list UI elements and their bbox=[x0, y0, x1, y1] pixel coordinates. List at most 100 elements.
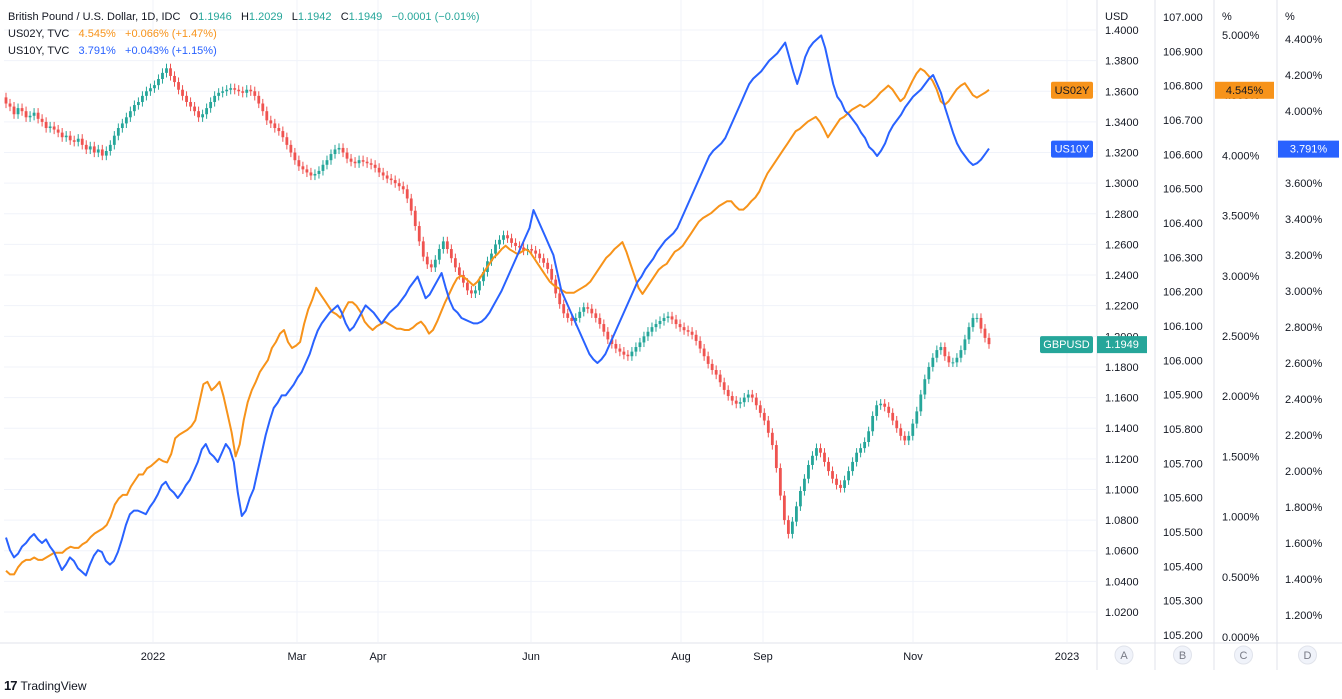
candle-body bbox=[678, 324, 682, 328]
chart-legend: British Pound / U.S. Dollar, 1D, IDC O1.… bbox=[8, 9, 480, 60]
last-value-text: 1.1949 bbox=[1105, 339, 1139, 351]
axis-D-tick-label: 1.600% bbox=[1285, 538, 1323, 550]
axis-B-tick-label: 106.300 bbox=[1163, 252, 1203, 264]
candle-body bbox=[899, 428, 903, 436]
legend-us10y[interactable]: US10Y, TVC 3.791% +0.043% (+1.15%) bbox=[8, 43, 480, 60]
candle-body bbox=[241, 91, 245, 93]
candle-body bbox=[12, 106, 16, 115]
candle-body bbox=[197, 111, 200, 118]
candle-body bbox=[762, 412, 766, 421]
series-label-badge bbox=[1040, 336, 1093, 354]
candle-body bbox=[594, 313, 598, 318]
candle-body bbox=[449, 249, 453, 259]
candle-body bbox=[413, 210, 417, 227]
candle-body bbox=[774, 445, 778, 469]
candle-body bbox=[482, 271, 485, 282]
axis-D-unit: % bbox=[1285, 11, 1295, 23]
candle-body bbox=[189, 101, 192, 107]
candle-body bbox=[490, 253, 493, 262]
axis-B-tick-label: 106.900 bbox=[1163, 46, 1203, 58]
axis-B-tick-label: 105.600 bbox=[1163, 493, 1203, 505]
candle-body bbox=[590, 308, 594, 314]
tradingview-logo[interactable]: 17 TradingView bbox=[4, 678, 87, 693]
candle-body bbox=[177, 82, 180, 90]
axis-D-tick-label: 1.800% bbox=[1285, 502, 1323, 514]
candle-body bbox=[598, 317, 602, 325]
candle-body bbox=[237, 89, 241, 92]
candle-body bbox=[654, 324, 658, 328]
candle-body bbox=[562, 304, 566, 314]
candle-body bbox=[181, 89, 184, 96]
candle-body bbox=[650, 327, 654, 332]
candle-body bbox=[887, 406, 891, 413]
candle-body bbox=[153, 85, 156, 89]
axis-B-tick-label: 105.900 bbox=[1163, 390, 1203, 402]
axis-A-tick-label: 1.4000 bbox=[1105, 25, 1139, 37]
axis-B-tick-label: 106.500 bbox=[1163, 184, 1203, 196]
candle-body bbox=[867, 431, 871, 442]
candle-body bbox=[766, 420, 770, 433]
candle-body bbox=[738, 402, 742, 404]
candle-body bbox=[634, 347, 638, 352]
axis-B-tick-label: 106.000 bbox=[1163, 355, 1203, 367]
axis-D-tick-label: 2.400% bbox=[1285, 394, 1323, 406]
candle-body bbox=[786, 520, 790, 534]
candle-body bbox=[245, 89, 249, 93]
candle-body bbox=[831, 471, 834, 479]
candle-body bbox=[951, 362, 955, 364]
candle-body bbox=[466, 282, 469, 291]
us02y-name: US02Y, TVC bbox=[8, 28, 70, 40]
candle-body bbox=[983, 328, 987, 338]
axis-B-tick-label: 106.400 bbox=[1163, 218, 1203, 230]
candle-body bbox=[389, 178, 393, 181]
candle-body bbox=[393, 180, 397, 184]
candle-body bbox=[345, 152, 349, 159]
candle-body bbox=[421, 241, 425, 257]
axis-D-tick-label: 2.800% bbox=[1285, 322, 1323, 334]
candle-body bbox=[879, 403, 883, 406]
candle-body bbox=[397, 183, 401, 187]
candle-body bbox=[329, 154, 333, 161]
legend-gbpusd[interactable]: British Pound / U.S. Dollar, 1D, IDC O1.… bbox=[8, 9, 480, 26]
axis-B-tick-label: 105.400 bbox=[1163, 561, 1203, 573]
series-label-text: GBPUSD bbox=[1043, 339, 1090, 351]
open-label: O bbox=[189, 11, 199, 23]
us10y-value: 3.791% bbox=[78, 45, 116, 57]
time-tick-label: Jun bbox=[522, 651, 540, 663]
candle-body bbox=[698, 340, 702, 349]
candle-body bbox=[293, 152, 297, 161]
candle-body bbox=[903, 435, 907, 441]
candle-body bbox=[618, 348, 622, 352]
axis-C-tick-label: 2.000% bbox=[1222, 391, 1260, 403]
axis-B-tick-label: 106.600 bbox=[1163, 149, 1203, 161]
axis-C-letter: C bbox=[1240, 650, 1248, 662]
candle-body bbox=[281, 131, 285, 138]
legend-us02y[interactable]: US02Y, TVC 4.545% +0.066% (+1.47%) bbox=[8, 26, 480, 43]
candle-body bbox=[136, 101, 140, 106]
candle-body bbox=[963, 339, 967, 351]
candle-body bbox=[510, 238, 513, 243]
axis-C-tick-label: 0.500% bbox=[1222, 572, 1260, 584]
candle-body bbox=[875, 405, 879, 416]
candle-body bbox=[165, 68, 168, 73]
candle-body bbox=[36, 112, 40, 119]
candle-body bbox=[790, 521, 794, 534]
candle-body bbox=[48, 126, 52, 129]
axis-C-tick-label: 3.500% bbox=[1222, 211, 1260, 223]
candle-body bbox=[305, 169, 309, 173]
candle-body bbox=[112, 135, 116, 145]
candle-body bbox=[116, 128, 120, 136]
candle-body bbox=[971, 317, 975, 328]
axis-C-tick-label: 4.000% bbox=[1222, 150, 1260, 162]
candle-body bbox=[883, 403, 887, 407]
axis-D-tick-label: 3.400% bbox=[1285, 214, 1323, 226]
axis-B-tick-label: 105.800 bbox=[1163, 424, 1203, 436]
us02y-value: 4.545% bbox=[78, 28, 116, 40]
candle-body bbox=[742, 397, 746, 403]
series-label-badge bbox=[1051, 140, 1093, 158]
axis-C-tick-label: 3.000% bbox=[1222, 271, 1260, 283]
candle-body bbox=[987, 337, 991, 345]
candle-body bbox=[80, 138, 84, 145]
candle-body bbox=[185, 95, 188, 102]
